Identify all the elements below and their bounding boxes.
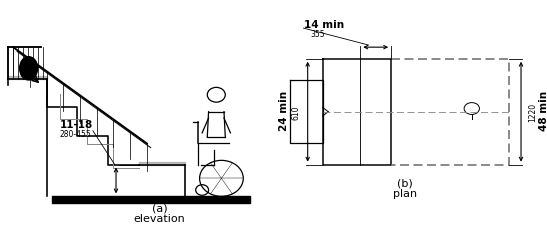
Text: (a): (a) [152,202,167,212]
Text: 11-18: 11-18 [60,119,92,129]
Text: 14 min: 14 min [304,20,344,30]
Text: 610: 610 [292,105,301,120]
Text: 24 min: 24 min [280,90,289,130]
Text: elevation: elevation [134,213,185,223]
Text: 1220: 1220 [528,103,537,122]
Text: 355: 355 [310,29,325,38]
Ellipse shape [20,57,38,81]
Text: 48 min: 48 min [539,90,547,130]
Text: plan: plan [393,188,417,199]
Text: 280-455: 280-455 [60,129,91,138]
Text: (b): (b) [397,178,412,188]
